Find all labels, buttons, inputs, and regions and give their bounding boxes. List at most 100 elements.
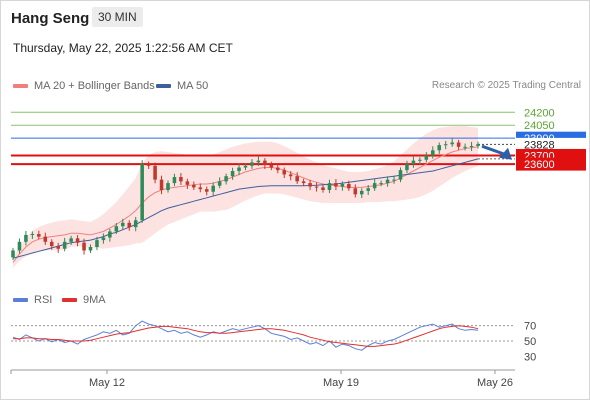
candle-body (418, 159, 422, 161)
candles (11, 138, 480, 260)
candle-body (172, 177, 177, 184)
candle (243, 163, 248, 171)
candle-body (288, 174, 293, 177)
last-label-bg (516, 137, 586, 151)
candle (282, 167, 287, 179)
ma50-label: MA 50 (177, 80, 209, 92)
candle (95, 236, 99, 251)
timestamp: Thursday, May 22, 2025 1:22:56 AM CET (13, 41, 233, 55)
candle-body (185, 181, 190, 185)
candle (108, 228, 112, 242)
candle (62, 237, 67, 252)
timeframe-button[interactable]: 30 MIN (92, 7, 143, 27)
candle-body (88, 247, 93, 251)
candle (437, 142, 442, 154)
support-label-box: 23600 (516, 157, 586, 171)
candle-body (282, 170, 287, 175)
candle (82, 238, 86, 255)
candle (443, 140, 448, 150)
candle-body (411, 160, 416, 165)
candle (211, 182, 215, 196)
support-label-bg (516, 157, 586, 171)
candle-body (43, 236, 48, 242)
credit-text: Research © 2025 Trading Central (431, 80, 581, 91)
candle-body (424, 155, 429, 160)
candle-body (456, 142, 461, 147)
candle (353, 184, 358, 198)
candle (185, 178, 190, 189)
candle-body (243, 165, 248, 168)
candle-body (108, 231, 112, 238)
candle (49, 239, 54, 250)
rsi-tick-label: 50 (524, 336, 536, 348)
candle-body (398, 170, 403, 180)
candle (37, 230, 41, 240)
candle-body (385, 179, 390, 184)
x-axis: May 12 May 19 May 26 (10, 369, 515, 389)
candle (301, 178, 306, 187)
candle (398, 167, 403, 183)
candle (276, 163, 280, 174)
candle (321, 184, 325, 193)
candle-body (256, 160, 261, 163)
candle (127, 220, 132, 231)
candle-body (153, 165, 157, 180)
candle-body (62, 241, 67, 249)
x-tick-label: May 12 (89, 377, 125, 389)
candle-body (340, 183, 345, 187)
legend-ma50: MA 50 (156, 80, 208, 92)
candle (11, 247, 15, 260)
bollinger-bands (13, 126, 478, 268)
candle-body (179, 177, 183, 182)
candle (204, 186, 209, 196)
candle-body (121, 222, 125, 227)
candle-body (114, 226, 119, 232)
candle (314, 182, 319, 192)
candle-body (237, 167, 241, 171)
candle (121, 218, 125, 230)
legend-ma20: MA 20 + Bollinger Bands (13, 80, 155, 92)
candle (114, 222, 119, 235)
candle-body (211, 185, 215, 192)
arrow-head (499, 147, 512, 160)
last-label-text: 23828 (524, 139, 555, 151)
candle (159, 175, 164, 195)
candle-body (133, 220, 138, 228)
bollinger-band-fill (13, 126, 478, 268)
candle (347, 180, 351, 191)
price-levels (11, 111, 515, 166)
candle (334, 179, 338, 191)
rsi-label: RSI (34, 294, 53, 306)
candle (476, 141, 480, 149)
symbol-title: Hang Seng (11, 10, 90, 27)
ma20-swatch (13, 84, 28, 89)
candle-body (49, 241, 54, 247)
resistance-label: 24050 (524, 120, 555, 132)
candle (327, 179, 332, 194)
candle (192, 181, 196, 190)
candle-body (443, 144, 448, 146)
candle-body (366, 188, 370, 191)
candle-body (69, 238, 73, 242)
candle (179, 173, 183, 185)
candle (418, 157, 422, 165)
candle (379, 180, 383, 187)
candle (463, 143, 467, 151)
x-tick-label: May 19 (323, 377, 359, 389)
candle (69, 235, 73, 245)
candle-body (56, 246, 60, 249)
candle (217, 177, 222, 189)
candle-body (327, 183, 332, 190)
rsi-ma-line (13, 325, 479, 347)
candle (224, 173, 228, 185)
candle-body (127, 222, 132, 228)
candle-body (276, 167, 280, 171)
candle (392, 175, 396, 184)
candle-body (392, 179, 396, 181)
candle-body (334, 183, 338, 187)
candle-body (269, 164, 274, 168)
candle (198, 183, 203, 193)
legend-9ma: 9MA (62, 294, 106, 306)
candle-body (204, 189, 209, 192)
candle (133, 216, 138, 232)
